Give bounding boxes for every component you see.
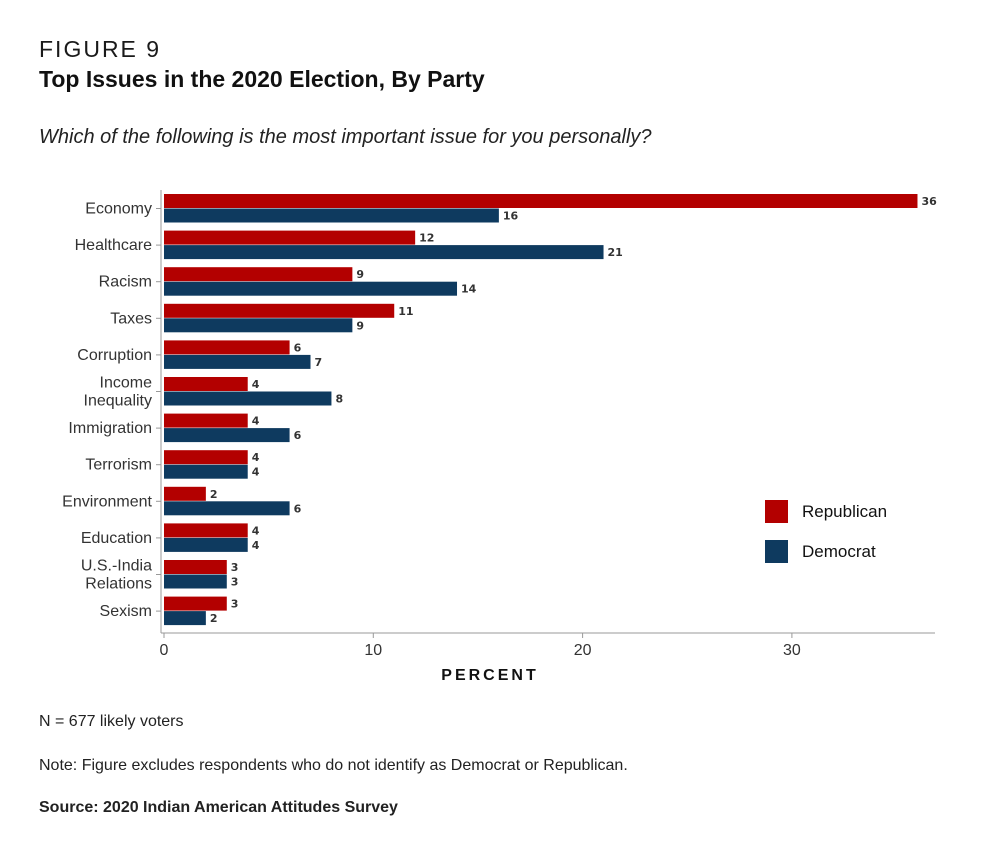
value-label: 3 — [231, 576, 239, 589]
category-label: Sexism — [100, 603, 152, 620]
source-note: Source: 2020 Indian American Attitudes S… — [39, 799, 398, 816]
category-label: U.S.-India — [81, 558, 152, 575]
bar-democrat — [164, 318, 353, 333]
value-label: 9 — [356, 319, 364, 332]
category-label: Corruption — [77, 347, 152, 364]
value-label: 4 — [252, 539, 260, 552]
x-tick-label: 20 — [574, 642, 592, 659]
x-tick-label: 30 — [783, 642, 801, 659]
bar-republican — [164, 230, 416, 245]
category-label: Education — [81, 530, 152, 547]
value-label: 36 — [921, 195, 937, 208]
value-label: 3 — [231, 598, 239, 611]
value-label: 3 — [231, 561, 239, 574]
bar-democrat — [164, 464, 248, 479]
value-label: 4 — [252, 466, 260, 479]
value-label: 7 — [315, 356, 323, 369]
bar-republican — [164, 560, 227, 574]
bar-democrat — [164, 537, 248, 552]
legend-label-republican: Republican — [802, 502, 887, 521]
value-label: 11 — [398, 305, 413, 318]
bar-republican — [164, 340, 290, 355]
exclusion-note: Note: Figure excludes respondents who do… — [39, 757, 628, 774]
value-label: 12 — [419, 232, 434, 245]
chart-subtitle: Which of the following is the most impor… — [39, 126, 652, 148]
category-label: Environment — [62, 493, 152, 510]
category-label: Inequality — [84, 393, 153, 410]
bar-democrat — [164, 208, 499, 223]
category-label: Racism — [99, 274, 152, 291]
bar-republican — [164, 450, 248, 465]
bar-republican — [164, 596, 227, 611]
category-label: Income — [100, 375, 153, 392]
category-label: Relations — [85, 576, 152, 593]
bar-republican — [164, 413, 248, 428]
category-label: Healthcare — [75, 237, 152, 254]
bar-democrat — [164, 428, 290, 443]
bar-republican — [164, 267, 353, 282]
value-label: 4 — [252, 524, 260, 537]
bar-democrat — [164, 354, 311, 369]
value-label: 16 — [503, 210, 519, 223]
value-label: 8 — [335, 393, 343, 406]
value-label: 4 — [252, 451, 260, 464]
bar-republican — [164, 303, 395, 318]
value-label: 2 — [210, 612, 218, 625]
category-label: Immigration — [68, 420, 152, 437]
bar-democrat — [164, 501, 290, 516]
figure-label: FIGURE 9 — [39, 36, 162, 62]
bar-republican — [164, 377, 248, 391]
value-label: 14 — [461, 283, 477, 296]
chart-title: Top Issues in the 2020 Election, By Part… — [39, 66, 485, 92]
bar-democrat — [164, 245, 604, 260]
bar-democrat — [164, 574, 227, 589]
value-label: 6 — [294, 341, 302, 354]
value-label: 6 — [294, 429, 302, 442]
value-label: 4 — [252, 378, 260, 391]
x-axis-title: PERCENT — [441, 667, 538, 684]
legend-swatch-democrat — [765, 540, 788, 563]
bar-democrat — [164, 391, 332, 406]
legend-swatch-republican — [765, 500, 788, 523]
bar-republican — [164, 523, 248, 538]
value-label: 4 — [252, 415, 260, 428]
bar-republican — [164, 486, 206, 501]
sample-size-note: N = 677 likely voters — [39, 713, 184, 730]
value-label: 21 — [608, 246, 623, 259]
bar-republican — [164, 194, 918, 208]
category-label: Economy — [85, 201, 152, 218]
bar-democrat — [164, 611, 206, 626]
value-label: 6 — [294, 502, 302, 515]
category-label: Taxes — [110, 310, 152, 327]
value-label: 2 — [210, 488, 218, 501]
x-tick-label: 0 — [160, 642, 169, 659]
bar-democrat — [164, 281, 458, 296]
category-label: Terrorism — [85, 457, 152, 474]
value-label: 9 — [356, 268, 364, 281]
x-tick-label: 10 — [364, 642, 382, 659]
legend-label-democrat: Democrat — [802, 542, 876, 561]
